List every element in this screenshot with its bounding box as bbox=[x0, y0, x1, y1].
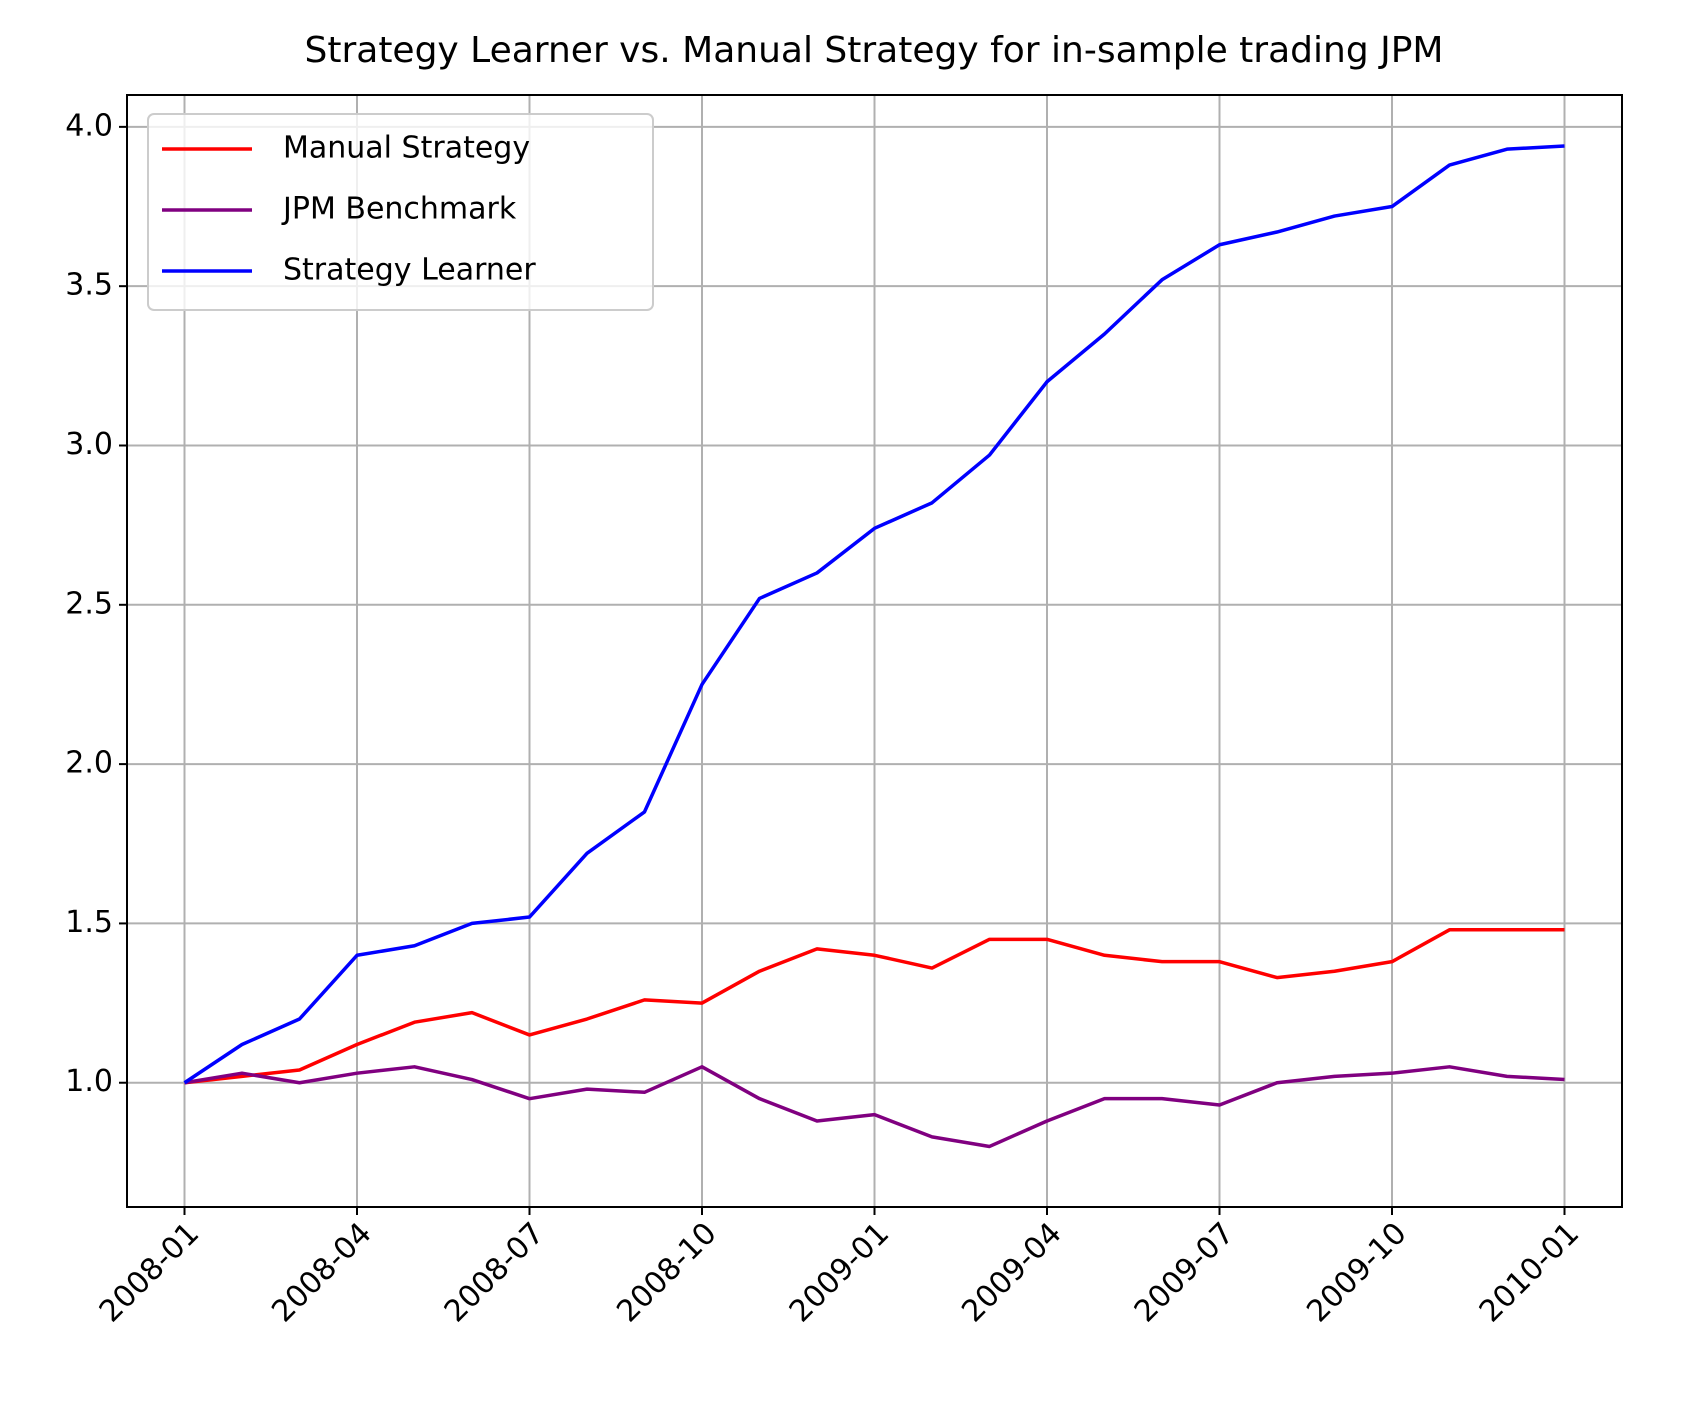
y-tick-label: 4.0 bbox=[65, 108, 113, 143]
y-tick-label: 3.5 bbox=[65, 268, 113, 303]
legend-label: JPM Benchmark bbox=[281, 192, 517, 227]
legend-box bbox=[147, 113, 654, 311]
y-tick-label: 3.0 bbox=[65, 427, 113, 462]
line-series bbox=[184, 1065, 1565, 1149]
legend-label: Strategy Learner bbox=[283, 253, 536, 288]
y-tick-label: 1.0 bbox=[65, 1064, 113, 1099]
y-tick-label: 1.5 bbox=[65, 905, 113, 940]
y-tick-label: 2.5 bbox=[65, 586, 113, 621]
line-series bbox=[184, 928, 1565, 1085]
plot-frame bbox=[126, 94, 1623, 1208]
line-series bbox=[183, 144, 1565, 1085]
y-tick-label: 2.0 bbox=[65, 746, 113, 781]
legend-label: Manual Strategy bbox=[283, 131, 530, 166]
chart-title: Strategy Learner vs. Manual Strategy for… bbox=[304, 30, 1443, 71]
